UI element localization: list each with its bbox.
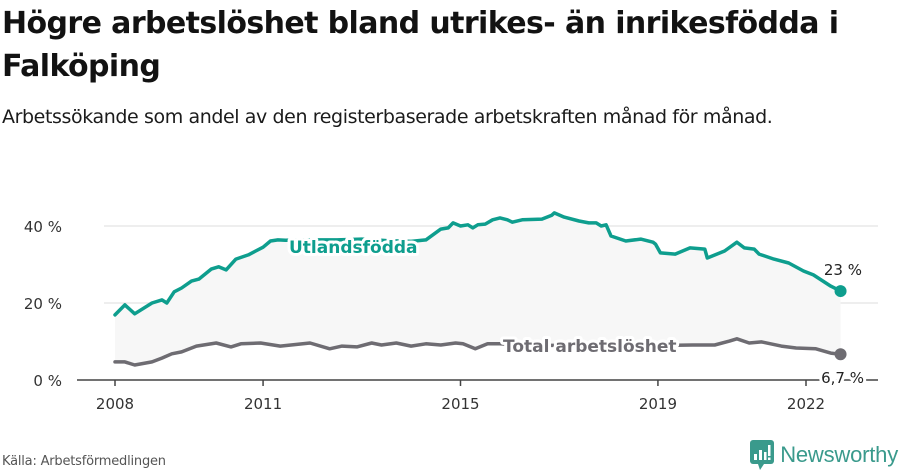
bar-chart-speech-bubble-icon	[750, 440, 775, 470]
end-point-marker	[834, 348, 847, 361]
brand-name: Newsworthy	[780, 442, 898, 467]
x-tick-label: 2022	[787, 395, 825, 413]
chart-subtitle: Arbetssökande som andel av den registerb…	[2, 106, 773, 128]
x-tick-label: 2011	[244, 395, 282, 413]
x-tick-label: 2008	[96, 395, 134, 413]
utlandsfodda-end-value: 23 %	[824, 261, 862, 279]
total-label: Total arbetslöshet	[503, 337, 677, 357]
line-chart: 0 % 20 % 40 % 2008 2011 2015 2019 2022 Utlands…	[24, 211, 878, 413]
x-axis: 2008 2011 2015 2019 2022	[77, 379, 878, 413]
x-tick-label: 2015	[441, 395, 479, 413]
utlandsfodda-line	[113, 211, 843, 317]
y-axis: 0 % 20 % 40 %	[24, 218, 62, 390]
y-tick-label: 40 %	[24, 218, 62, 236]
y-tick-label: 20 %	[24, 295, 62, 313]
total-line	[113, 337, 843, 367]
x-tick-label: 2019	[639, 395, 677, 413]
source-note: Källa: Arbetsförmedlingen	[2, 454, 166, 469]
series-lines	[113, 211, 847, 367]
utlandsfodda-label: Utlandsfödda	[289, 238, 418, 258]
total-label: Total arbetslöshet	[503, 337, 677, 357]
utlandsfodda-end-value: 23 %	[824, 261, 862, 279]
total-end-value: 6,7 %	[821, 369, 864, 387]
newsworthy-logo: Newsworthy	[750, 440, 898, 470]
end-point-marker	[834, 285, 847, 298]
y-tick-label: 0 %	[33, 372, 62, 390]
total-end-value: 6,7 %	[821, 369, 864, 387]
chart-title: Högre arbetslöshet bland utrikes- än inr…	[2, 6, 839, 84]
utlandsfodda-label: Utlandsfödda	[289, 238, 418, 258]
